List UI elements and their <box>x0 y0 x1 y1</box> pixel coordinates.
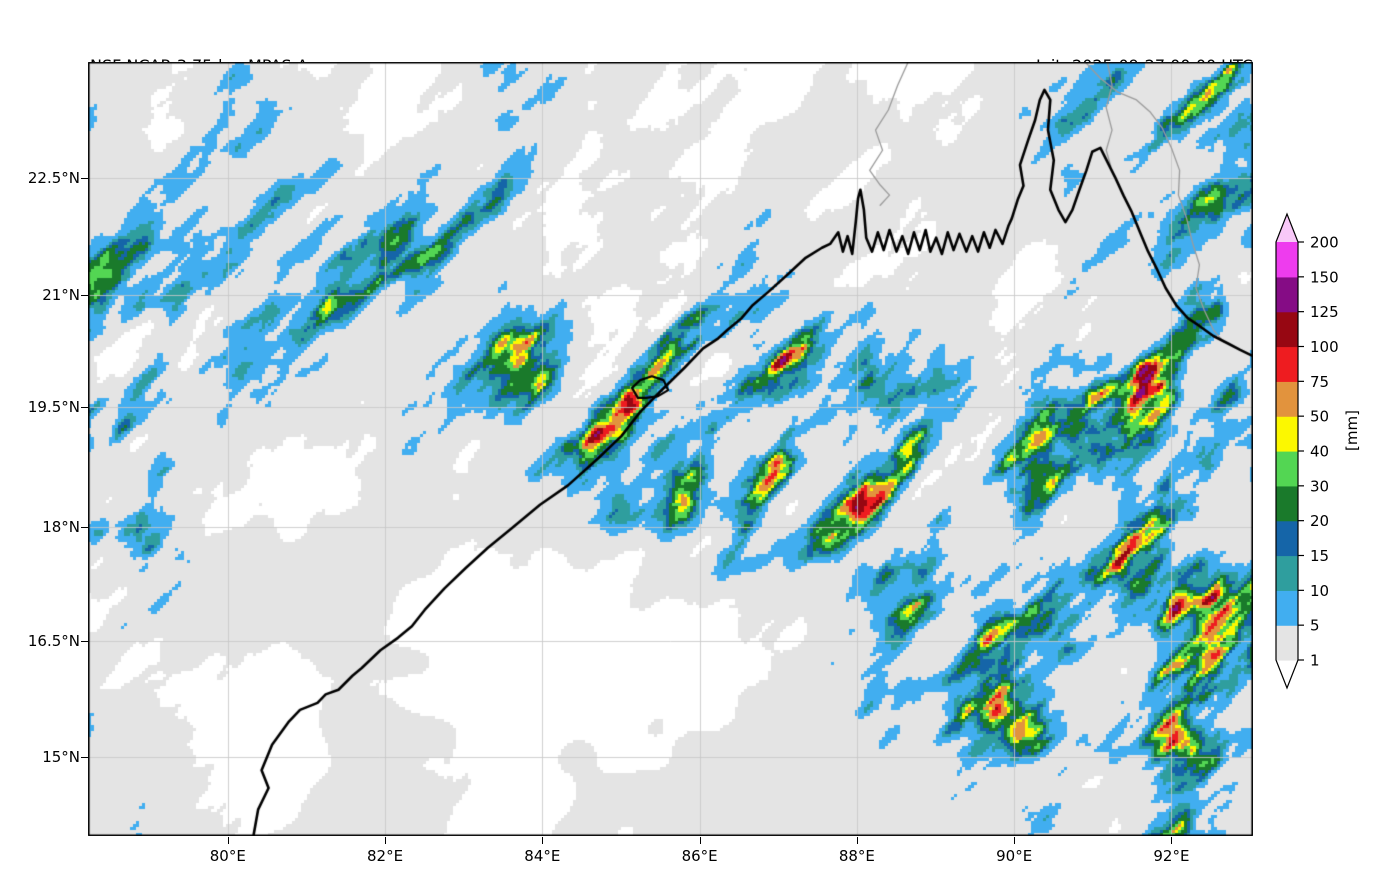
colorbar-tick-label: 30 <box>1310 477 1329 495</box>
x-axis-tick-label: 80°E <box>209 847 246 865</box>
colorbar-segment <box>1276 555 1298 591</box>
y-axis-tick-label: 15°N <box>42 748 80 767</box>
x-axis-tick-label: 86°E <box>681 847 718 865</box>
colorbar-segment <box>1276 346 1298 382</box>
x-axis-tick-label: 90°E <box>996 847 1033 865</box>
y-axis-tick <box>81 178 88 180</box>
x-axis-tick-label: 82°E <box>367 847 404 865</box>
colorbar-segment <box>1276 485 1298 522</box>
colorbar-segment <box>1276 520 1298 557</box>
x-axis-tick-label: 92°E <box>1153 847 1190 865</box>
y-axis-tick-label: 18°N <box>42 518 80 537</box>
colorbar-segment <box>1276 625 1298 661</box>
colorbar-segment <box>1276 311 1298 348</box>
x-axis-tick-label: 88°E <box>838 847 875 865</box>
colorbar-tick-label: 40 <box>1310 443 1329 461</box>
y-axis-tick <box>81 640 88 642</box>
x-axis-tick <box>227 837 229 844</box>
colorbar-segment <box>1276 451 1298 487</box>
y-axis-tick-label: 16.5°N <box>27 631 80 650</box>
colorbar-tick-label: 125 <box>1310 303 1339 321</box>
y-axis-tick <box>81 294 88 296</box>
x-axis-tick <box>856 837 858 844</box>
colorbar-segment <box>1276 276 1298 313</box>
colorbar-segment <box>1276 590 1298 626</box>
precipitation-map-canvas <box>88 62 1253 836</box>
colorbar-tick-label: 10 <box>1310 582 1329 600</box>
x-axis-tick <box>1171 837 1173 844</box>
x-axis-tick <box>385 837 387 844</box>
colorbar-tick-label: 50 <box>1310 408 1329 426</box>
colorbar-tick-label: 15 <box>1310 547 1329 565</box>
colorbar-segment <box>1276 381 1298 417</box>
y-axis-tick-label: 19.5°N <box>27 398 80 417</box>
colorbar-under-arrow <box>1276 660 1298 688</box>
y-axis-tick <box>81 407 88 409</box>
y-axis-tick <box>81 757 88 759</box>
colorbar-tick-label: 150 <box>1310 268 1339 286</box>
colorbar-tick-label: 20 <box>1310 512 1329 530</box>
x-axis-tick <box>542 837 544 844</box>
colorbar-tick-label: 100 <box>1310 338 1339 356</box>
x-axis-tick <box>1014 837 1016 844</box>
x-axis-tick-label: 84°E <box>524 847 561 865</box>
map-plot-area <box>88 62 1253 836</box>
y-axis-tick-label: 22.5°N <box>27 169 80 188</box>
y-axis-tick-label: 21°N <box>42 285 80 304</box>
colorbar-over-arrow <box>1276 214 1298 242</box>
colorbar-tick-label: 200 <box>1310 234 1339 252</box>
colorbar-unit-label: [mm] <box>1343 410 1361 451</box>
colorbar-tick-label: 1 <box>1310 652 1320 670</box>
colorbar-tick-label: 5 <box>1310 617 1320 635</box>
y-axis-tick <box>81 527 88 529</box>
colorbar-segment <box>1276 416 1298 452</box>
colorbar-segment <box>1276 242 1298 278</box>
x-axis-tick <box>699 837 701 844</box>
colorbar-tick-label: 75 <box>1310 373 1329 391</box>
